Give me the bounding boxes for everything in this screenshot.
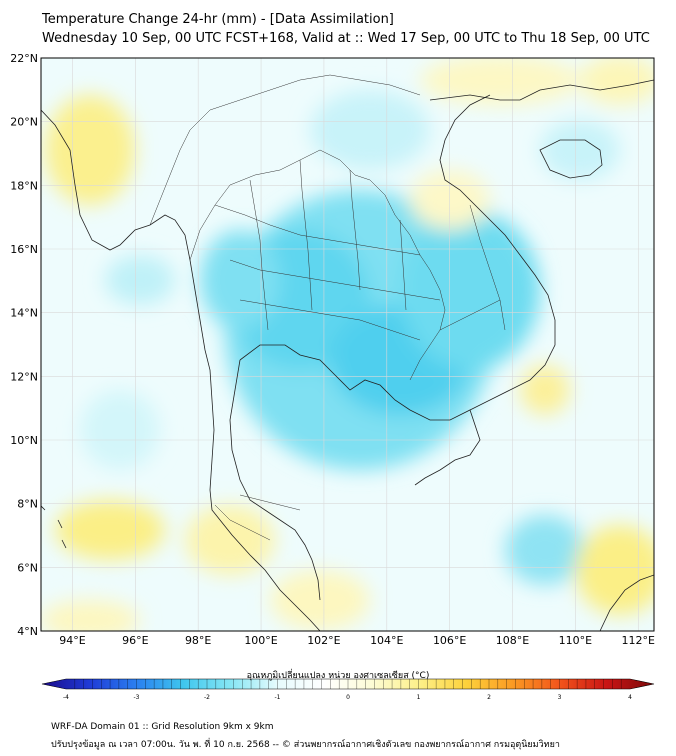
map-frame xyxy=(40,57,655,632)
lat-tick-label: 10°N xyxy=(10,434,38,447)
map-title: Temperature Change 24-hr (mm) - [Data As… xyxy=(42,12,394,27)
colorbar: -4 -3 -2 -1 0 1 2 3 4 xyxy=(41,678,655,701)
colorbar-tick-label: 1 xyxy=(417,694,421,701)
lat-tick-label: 12°N xyxy=(10,370,38,383)
lon-tick-label: 102°E xyxy=(307,634,340,647)
colorbar-tick-label: 4 xyxy=(628,694,632,701)
lon-tick-label: 94°E xyxy=(59,634,85,647)
lon-tick-label: 108°E xyxy=(496,634,529,647)
lat-tick-label: 18°N xyxy=(10,179,38,192)
lon-tick-label: 98°E xyxy=(185,634,211,647)
lon-tick-label: 106°E xyxy=(433,634,466,647)
lat-tick-labels: 22°N 20°N 18°N 16°N 14°N 12°N 10°N 8°N 6°N 4°N xyxy=(10,52,38,638)
lon-tick-label: 100°E xyxy=(244,634,277,647)
coastlines xyxy=(41,79,654,631)
lon-tick-labels: 94°E 96°E 98°E 100°E 102°E 104°E 106°E 108°E 110… xyxy=(59,634,655,647)
lon-tick-label: 96°E xyxy=(122,634,148,647)
colorbar-tick-label: -4 xyxy=(63,694,69,701)
colorbar-tick-label: -1 xyxy=(275,694,281,701)
temperature-field xyxy=(41,58,654,631)
colorbar-tick-label: -3 xyxy=(134,694,140,701)
colorbar-tick-label: 0 xyxy=(346,694,350,701)
colorbar-label: อุณหภูมิเปลี่ยนแปลง หน่วย องศาเซลเซียส (… xyxy=(246,671,430,681)
lon-tick-label: 104°E xyxy=(370,634,403,647)
lon-tick-label: 112°E xyxy=(622,634,655,647)
admin-borders xyxy=(149,74,506,541)
colorbar-tick-label: -2 xyxy=(204,694,210,701)
lon-tick-label: 110°E xyxy=(559,634,592,647)
footer-update-info: ปรับปรุงข้อมูล ณ เวลา 07:00น. วัน พ. ที่… xyxy=(51,740,560,750)
lat-tick-label: 20°N xyxy=(10,116,38,129)
lat-tick-label: 6°N xyxy=(17,561,38,574)
map-subtitle: Wednesday 10 Sep, 00 UTC FCST+168, Valid… xyxy=(42,31,650,46)
lat-tick-label: 16°N xyxy=(10,243,38,256)
lat-tick-label: 22°N xyxy=(10,52,38,65)
footer-model-info: WRF-DA Domain 01 :: Grid Resolution 9km … xyxy=(51,722,274,732)
lat-tick-label: 4°N xyxy=(17,625,38,638)
lat-tick-label: 14°N xyxy=(10,307,38,320)
colorbar-tick-label: 3 xyxy=(558,694,562,701)
colorbar-tick-label: 2 xyxy=(487,694,491,701)
lat-tick-label: 8°N xyxy=(17,498,38,511)
